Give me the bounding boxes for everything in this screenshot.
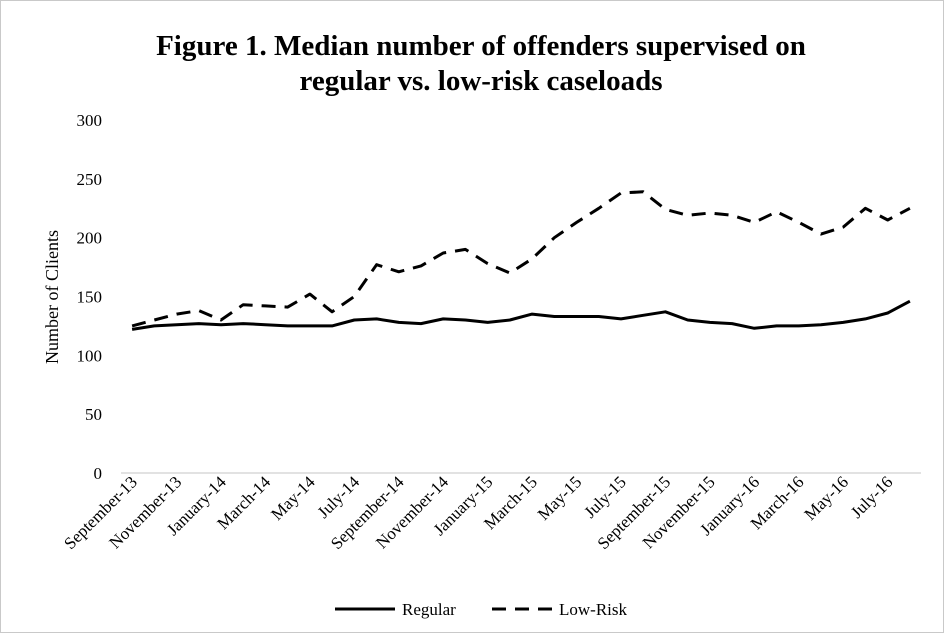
y-tick-label: 50 xyxy=(85,405,102,424)
y-tick-label: 0 xyxy=(94,464,103,483)
series-line-regular xyxy=(131,299,911,331)
x-axis-ticks: September-13November-13January-14March-1… xyxy=(60,472,896,553)
x-tick-label: July-16 xyxy=(847,472,896,521)
y-tick-label: 150 xyxy=(77,288,103,307)
y-axis-title: Number of Clients xyxy=(42,230,62,364)
y-tick-label: 300 xyxy=(77,111,103,130)
y-tick-label: 100 xyxy=(77,346,103,365)
series-line-low-risk xyxy=(131,190,911,328)
y-tick-label: 200 xyxy=(77,229,103,248)
y-axis-ticks: 0 50 100 150 200 250 300 xyxy=(77,111,103,483)
x-tick-label: May-14 xyxy=(267,472,319,524)
chart-title-line-2: regular vs. low-risk caseloads xyxy=(299,65,662,97)
x-tick-label: May-15 xyxy=(534,472,585,523)
chart-title-line-1: Figure 1. Median number of offenders sup… xyxy=(156,30,806,62)
legend: Regular Low-Risk xyxy=(335,600,628,619)
series-layer xyxy=(131,190,911,331)
legend-label-low-risk: Low-Risk xyxy=(559,600,628,619)
legend-label-regular: Regular xyxy=(402,600,456,619)
y-tick-label: 250 xyxy=(77,170,103,189)
x-tick-label: May-16 xyxy=(801,472,852,523)
